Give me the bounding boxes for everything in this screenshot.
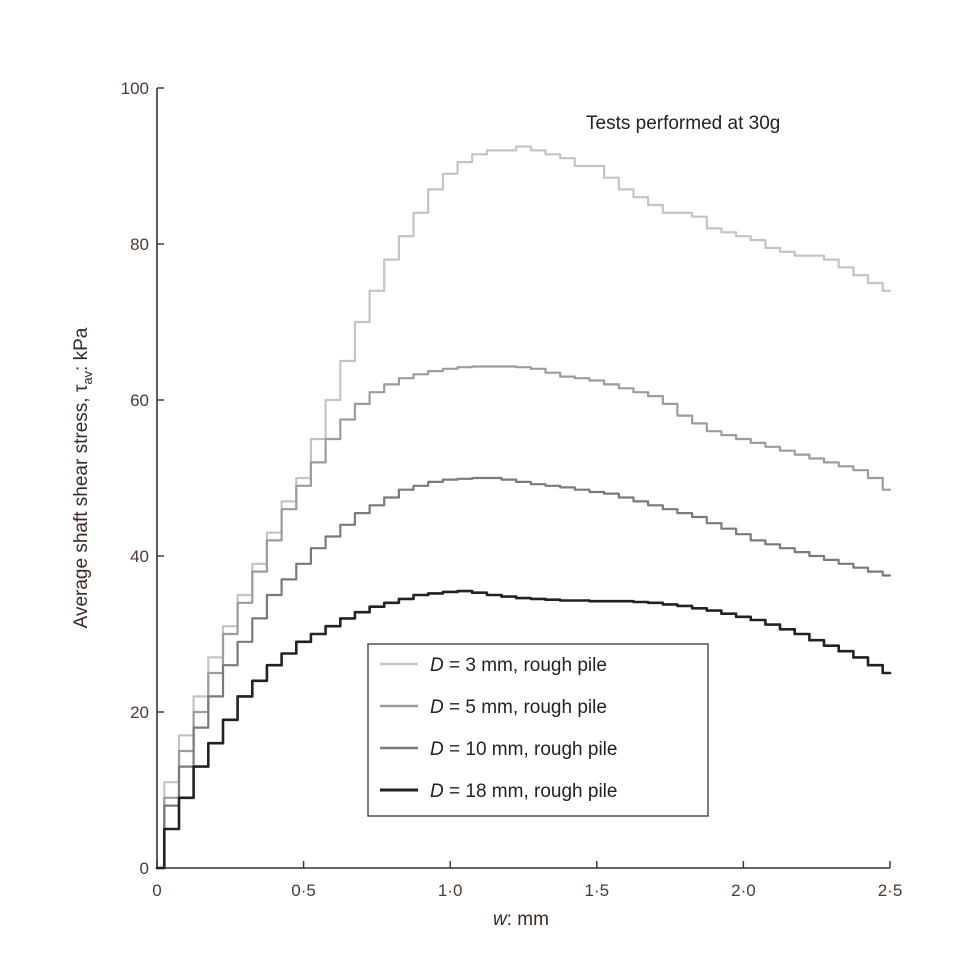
legend-box bbox=[367, 643, 709, 817]
y-tick-label-4: 80 bbox=[130, 235, 149, 254]
y-axis-label: Average shaft shear stress, τav: kPa bbox=[71, 327, 95, 628]
legend-label-0: D = 3 mm, rough pile bbox=[430, 655, 607, 676]
x-tick-label-0: 0 bbox=[152, 881, 161, 900]
y-tick-label-0: 0 bbox=[140, 859, 149, 878]
y-tick-label-5: 100 bbox=[121, 79, 149, 98]
y-tick-label-2: 40 bbox=[130, 547, 149, 566]
y-tick-label-1: 20 bbox=[130, 703, 149, 722]
x-tick-label-4: 2·0 bbox=[731, 881, 756, 900]
series-line-2 bbox=[155, 476, 892, 870]
x-axis-label: w: mm bbox=[493, 909, 549, 930]
y-ticks: 0 20 40 60 80 100 bbox=[121, 79, 164, 878]
x-ticks: 0 0·5 1·0 1·5 2·0 2·5 bbox=[152, 861, 902, 900]
chart-annotation: Tests performed at 30g bbox=[586, 113, 780, 134]
series-line-1 bbox=[155, 365, 892, 870]
x-tick-label-2: 1·0 bbox=[438, 881, 463, 900]
legend-label-1: D = 5 mm, rough pile bbox=[430, 697, 607, 718]
legend-entries: D = 3 mm, rough pile D = 5 mm, rough pile… bbox=[380, 655, 617, 802]
series-line-0 bbox=[155, 145, 892, 870]
axes bbox=[156, 88, 890, 869]
legend-label-3: D = 18 mm, rough pile bbox=[430, 781, 617, 802]
x-tick-label-3: 1·5 bbox=[585, 881, 610, 900]
legend-label-2: D = 10 mm, rough pile bbox=[430, 739, 617, 760]
series-layer bbox=[155, 145, 892, 870]
x-tick-label-5: 2·5 bbox=[878, 881, 903, 900]
series-line-3 bbox=[155, 589, 892, 870]
y-tick-label-3: 60 bbox=[130, 391, 149, 410]
legend: D = 3 mm, rough pile D = 5 mm, rough pile… bbox=[367, 643, 709, 817]
x-tick-label-1: 0·5 bbox=[291, 881, 316, 900]
